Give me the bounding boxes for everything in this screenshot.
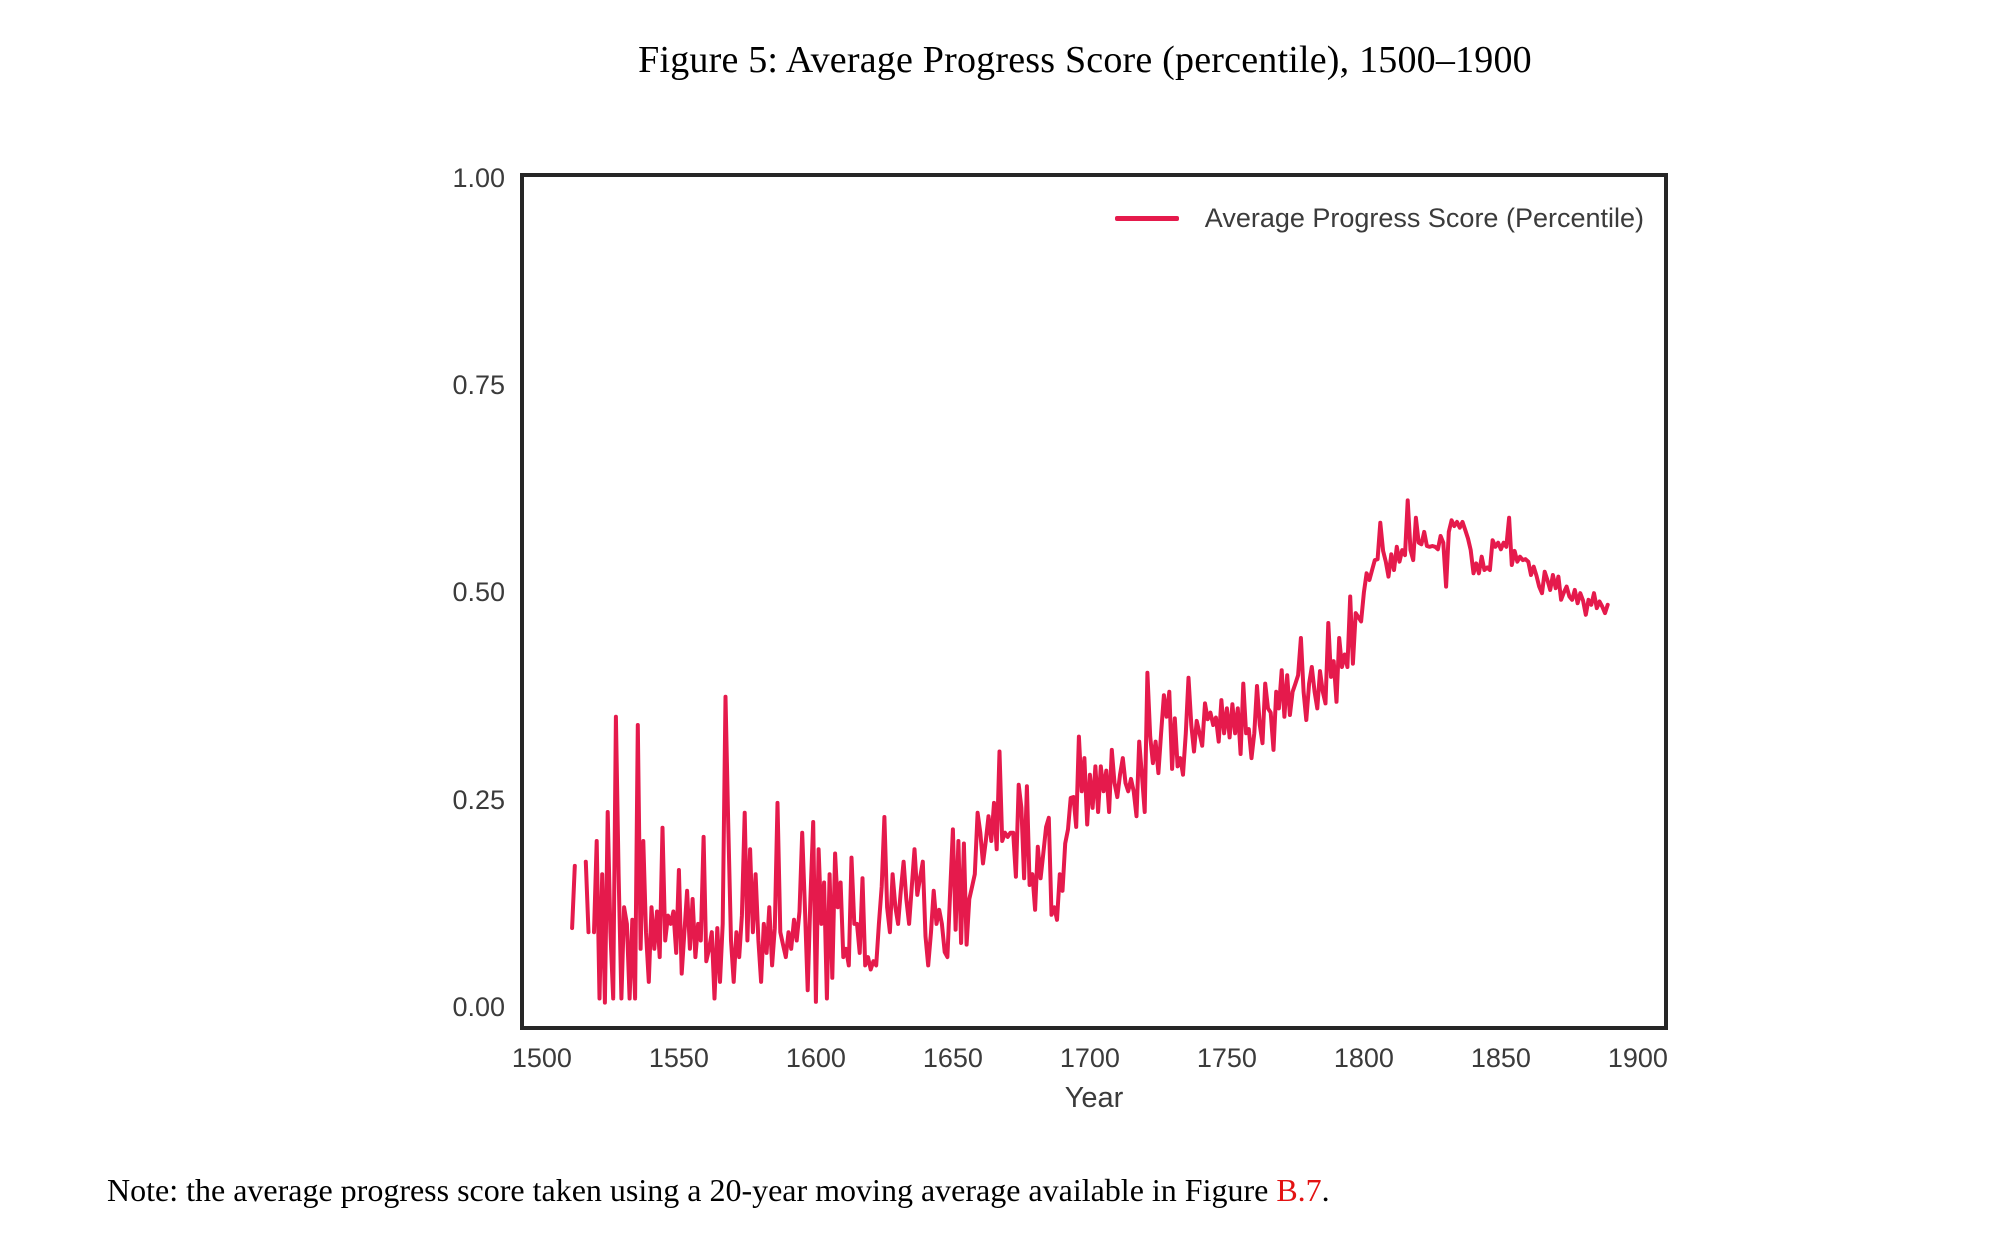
y-tick-label: 0.00 (452, 991, 505, 1022)
y-tick-label: 1.00 (452, 162, 505, 193)
y-tick-label: 0.75 (452, 370, 505, 401)
x-tick-label: 1550 (648, 1043, 709, 1073)
legend-label: Average Progress Score (Percentile) (1204, 203, 1644, 233)
line-chart-svg (520, 173, 1668, 1030)
note-figure-link[interactable]: B.7 (1276, 1172, 1322, 1208)
y-tick-label: 0.25 (452, 784, 505, 815)
x-tick-label: 1800 (1333, 1043, 1394, 1073)
x-axis-title: Year (1064, 1082, 1124, 1114)
series-line (583, 859, 591, 935)
figure-title: Figure 5: Average Progress Score (percen… (638, 39, 1532, 81)
x-tick-label: 1900 (1607, 1043, 1668, 1073)
x-tick-label: 1850 (1470, 1043, 1531, 1073)
note-text-suffix: . (1321, 1172, 1330, 1208)
x-tick-label: 1500 (511, 1043, 572, 1073)
x-tick-label: 1650 (922, 1043, 983, 1073)
legend-line-swatch (1114, 216, 1179, 221)
figure-note: Note: the average progress score taken u… (107, 1172, 1330, 1209)
series-line (592, 498, 1610, 1005)
x-tick-label: 1600 (785, 1043, 846, 1073)
note-text: Note: the average progress score taken u… (107, 1172, 1277, 1208)
legend: Average Progress Score (Percentile) (1114, 203, 1644, 234)
plot-area: Average Progress Score (Percentile) (520, 173, 1668, 1030)
x-tick-label: 1750 (1196, 1043, 1257, 1073)
y-tick-label: 0.50 (452, 577, 505, 608)
x-tick-label: 1700 (1059, 1043, 1120, 1073)
series-line (570, 863, 577, 931)
plot-frame (520, 173, 1668, 1030)
